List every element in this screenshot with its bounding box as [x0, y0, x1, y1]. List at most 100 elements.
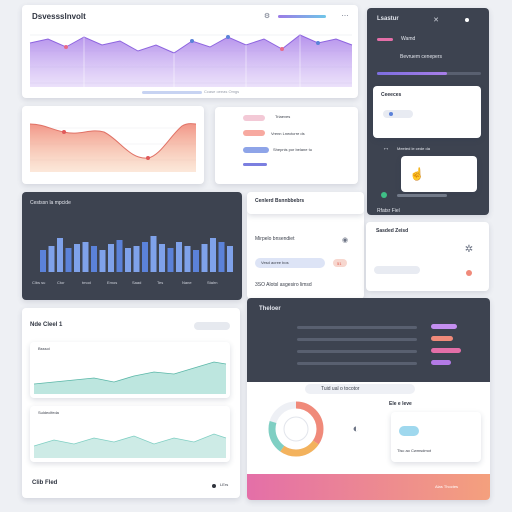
- share-icon[interactable]: ↔: [382, 144, 390, 152]
- panel-footer: Rfatsr Fiel: [377, 208, 400, 214]
- list-text-1: Triaeves: [275, 114, 291, 119]
- list-tag-2[interactable]: [243, 130, 265, 136]
- feature-card[interactable]: Tlsc ao Cwmsdmot: [391, 412, 481, 462]
- list-bar: [243, 163, 267, 166]
- bar: [201, 244, 208, 272]
- subcard-dot: [389, 112, 393, 116]
- legend-text: Ccase oeeas Omgs: [204, 89, 240, 94]
- bar: [82, 242, 89, 272]
- trend-area-chart: [29, 123, 197, 172]
- bar-chart-tick-label: tmod: [82, 280, 91, 285]
- bar: [57, 238, 63, 272]
- bottom-header: Theloer: [247, 298, 490, 382]
- tab-label[interactable]: Wamd: [401, 36, 416, 42]
- bar: [40, 250, 46, 272]
- area-subtitle-1: Bsssoi: [38, 346, 50, 351]
- area-card: Nde Cleel 1 Bsssoi Suldeclfeda Clib Fled…: [22, 308, 240, 498]
- user-icon: ◉: [341, 237, 349, 244]
- area-toggle[interactable]: [194, 322, 230, 330]
- online-dot: [381, 192, 387, 198]
- close-icon[interactable]: ✕: [433, 17, 439, 24]
- legend-bar: [278, 15, 326, 18]
- tag-badge[interactable]: 51: [333, 259, 347, 267]
- bar-chart-card: Cestssn la mpcide Clbs su Ctor tmod Emos Saa…: [22, 192, 242, 300]
- row-line-3: [297, 350, 417, 353]
- status-dot: [465, 18, 469, 22]
- list-tag-3[interactable]: [243, 147, 269, 153]
- area-chart-1-svg: [33, 361, 227, 394]
- middle-subtitle: Mirpelo bnsendiet: [255, 236, 295, 242]
- navigation-panel: Lsastur ✕ Wamd Bevruem cenepers Ceeeces …: [367, 8, 489, 215]
- panel-title: Lsastur: [377, 16, 399, 22]
- bottom-title: Theloer: [259, 306, 281, 312]
- row-tag-4[interactable]: [431, 360, 451, 365]
- card-row-text: Meeted le cede da: [397, 146, 430, 151]
- subcard[interactable]: Ceeeces: [373, 86, 481, 138]
- bar: [91, 246, 97, 272]
- bar-chart-tick-label: Saad: [132, 280, 141, 285]
- middle-card: Cenlerd Bsnnbbebrs Mirpelo bnsendiet ◉ V…: [247, 192, 364, 299]
- bar-chart-tick-label: Clbs su: [32, 280, 45, 285]
- bar: [116, 240, 123, 272]
- overview-chart-title: Dsvessslnvolt: [32, 12, 86, 21]
- bar: [159, 244, 165, 272]
- middle-header: Cenlerd Bsnnbbebrs: [255, 198, 305, 204]
- area-chart-2: Suldeclfeda: [30, 406, 230, 462]
- gear-icon[interactable]: ✲: [464, 243, 474, 255]
- bar: [193, 250, 199, 272]
- bar-chart-tick-label: Nane: [182, 280, 192, 285]
- bar: [133, 246, 140, 272]
- more-icon[interactable]: ⋯: [341, 13, 349, 20]
- toggle-icon[interactable]: ◐: [352, 423, 360, 435]
- row-line-2: [297, 338, 417, 341]
- bar-chart-tick-label: Tes: [157, 280, 163, 285]
- bar: [48, 246, 55, 272]
- area-chart-1: Bsssoi: [30, 342, 230, 398]
- row-line-4: [297, 362, 417, 365]
- bar: [150, 236, 157, 272]
- area-time: LErs: [220, 482, 229, 487]
- menu-bar: [377, 38, 393, 41]
- cursor-icon: ☝: [409, 167, 425, 181]
- bar: [167, 248, 174, 272]
- bottom-footer: Alas Thoctes: [435, 484, 459, 489]
- bar: [65, 248, 72, 272]
- bar-chart-tick-label: Stalrn: [207, 280, 217, 285]
- feature-text: Ele e leve: [389, 401, 412, 407]
- area-title: Nde Cleel 1: [30, 322, 63, 328]
- toggle-card[interactable]: ☝: [401, 156, 477, 192]
- trend-chart-card: [22, 106, 204, 184]
- bar: [74, 244, 80, 272]
- field-input[interactable]: Vesd acree bos: [255, 258, 325, 268]
- footer-line: [397, 194, 447, 197]
- bar: [218, 242, 225, 272]
- row-tag-3[interactable]: [431, 348, 461, 353]
- side-card: Sasded Zeisd ✲: [366, 222, 489, 291]
- bar: [142, 242, 148, 272]
- row-line-1: [297, 326, 417, 329]
- bar: [108, 244, 114, 272]
- chip-button[interactable]: Tuid ual o tocotor: [305, 384, 415, 394]
- row-tag-1[interactable]: [431, 324, 457, 329]
- header-chip[interactable]: Cenlerd Bsnnbbebrs: [247, 192, 364, 214]
- gradient-footer: Alas Thoctes: [247, 474, 490, 500]
- settings-icon[interactable]: ⚙: [263, 13, 271, 20]
- side-dot: [466, 270, 472, 276]
- middle-footer: 3SO Alotsl asgesiro limsd: [255, 282, 312, 288]
- side-input[interactable]: [374, 266, 420, 274]
- list-tag-1[interactable]: [243, 115, 265, 121]
- menu-item[interactable]: Bevruem cenepers: [400, 54, 442, 60]
- area-chart-2-svg: [33, 433, 227, 458]
- list-text-2: Vrenn Lnectcrre ds: [271, 131, 305, 136]
- list-card: Triaeves Vrenn Lnectcrre ds Shepnis por …: [215, 107, 358, 184]
- bar-chart-title: Cestssn la mpcide: [30, 200, 71, 206]
- legend-strip: [142, 91, 202, 94]
- bar-chart: Clbs su Ctor tmod Emos Saad Tes Nane Stalrn: [32, 236, 233, 285]
- bottom-right-card: Theloer Tuid ual o tocotor ◐ Ele e leve …: [247, 298, 490, 500]
- bar: [125, 248, 131, 272]
- row-tag-2[interactable]: [431, 336, 453, 341]
- bar: [176, 242, 182, 272]
- bar: [99, 250, 106, 272]
- subcard-input[interactable]: [383, 110, 413, 118]
- bar-chart-tick-label: Ctor: [57, 280, 65, 285]
